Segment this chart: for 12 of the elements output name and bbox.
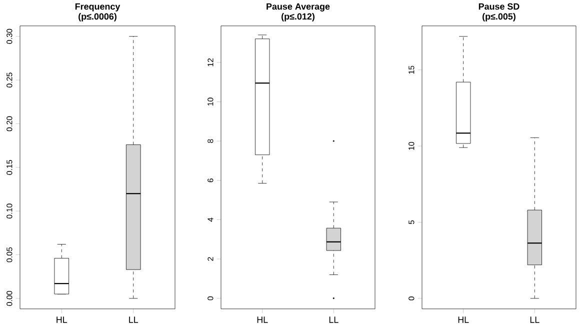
chart-title: Frequency — [75, 3, 120, 12]
x-tick-label: LL — [530, 316, 540, 323]
x-tick-label: HL — [458, 316, 469, 323]
x-tick-label: LL — [129, 316, 138, 323]
x-tick-label: HL — [257, 316, 268, 323]
chart-subtitle: (p≤.005) — [482, 13, 516, 22]
chart-title: Pause SD — [478, 3, 520, 10]
chart-subtitle: (p≤.0006) — [78, 13, 116, 22]
x-tick-label: LL — [329, 316, 338, 323]
x-tick-label: HL — [56, 316, 68, 323]
chart-subtitle: (p≤.012) — [282, 13, 314, 22]
chart-title: Pause Average — [266, 3, 330, 12]
